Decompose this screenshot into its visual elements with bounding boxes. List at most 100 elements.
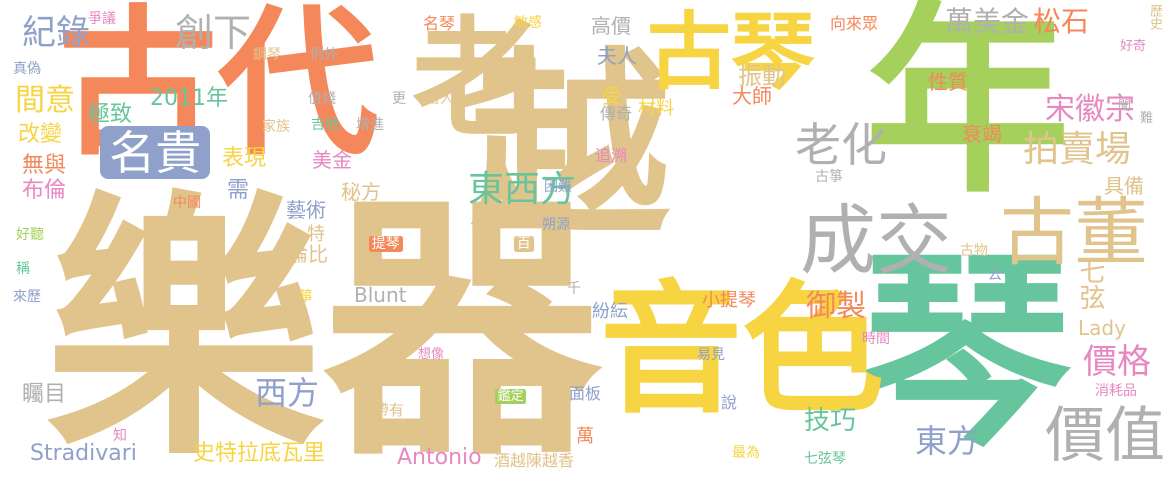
- word-zhui-su: 追溯: [595, 146, 628, 165]
- word-qi-xian: 七弦: [1075, 258, 1105, 310]
- word-yi-jian: 易見: [697, 347, 725, 363]
- word-gu-wu: 古物: [960, 243, 988, 259]
- word-ji-ta: 吉他: [311, 117, 339, 133]
- word-ju-bei: 具備: [1104, 174, 1144, 198]
- word-lao: 老: [412, 5, 541, 154]
- word-gu-ren: 古人: [426, 91, 454, 107]
- word-shi-jian: 時間: [862, 331, 890, 347]
- word-hao-qi: 好奇: [1120, 39, 1147, 54]
- word-zhen-wei: 真偽: [13, 61, 41, 77]
- word-ji-lu: 紀錄: [22, 13, 90, 53]
- word-zheng-yi: 爭議: [88, 11, 116, 27]
- word-lun-bi: 倫比: [288, 242, 328, 266]
- word-gu-dong: 古董: [1000, 190, 1148, 276]
- word-shuo-yuan: 朔源: [542, 217, 570, 233]
- word-shi-te: 史特拉底瓦里: [193, 441, 326, 466]
- word-zui-wei: 最為: [732, 445, 760, 461]
- word-gai-bian: 改變: [18, 122, 63, 147]
- word-gang-qin: 鋼琴: [253, 47, 281, 63]
- word-li-shi: 歷史: [1147, 4, 1162, 30]
- word-qin: 琴: [862, 230, 1073, 475]
- word-nian: 年: [865, 0, 1070, 221]
- word-ji-qiao: 技巧: [804, 406, 857, 436]
- word-song-shi: 松石: [1033, 5, 1090, 38]
- word-stradivari: Stradivari: [30, 441, 137, 466]
- word-zhong-guo: 中國: [173, 195, 201, 211]
- word-qi-xian-qin: 七弦琴: [804, 451, 846, 467]
- word-wu-yu: 無與: [22, 153, 67, 178]
- word-wan: 萬: [576, 426, 594, 447]
- word-kun-nan: 困難: [544, 179, 572, 195]
- word-gu-zheng: 古箏: [815, 169, 843, 185]
- word-xiao-hao-pin: 消耗品: [1095, 383, 1137, 399]
- word-ming-qin: 名琴: [423, 14, 456, 33]
- word-jian-yi: 間意: [15, 83, 75, 118]
- word-chuang-xia: 創下: [175, 11, 252, 55]
- word-wen: 聞: [1118, 99, 1132, 114]
- word-mian-ban: 面板: [569, 384, 602, 403]
- word-geng: 更: [392, 91, 406, 107]
- word-chuan-qi: 傳奇: [600, 104, 633, 123]
- word-zhi: 知: [113, 428, 127, 444]
- word-yun: 云: [988, 267, 1002, 283]
- word-shou: 受: [602, 84, 622, 108]
- word-ming-gui: 名貴: [100, 126, 211, 180]
- word-jiu-yue: 酒越陳越香: [494, 451, 575, 470]
- word-min-gan: 敏感: [514, 15, 542, 31]
- word-da-shi: 大師: [732, 84, 772, 108]
- word-zhen-dong: 振動: [738, 62, 786, 90]
- word-antonio: Antonio: [397, 445, 482, 470]
- word-xing-zhi: 性質: [928, 70, 968, 94]
- word-jia-zhi: 價值: [1045, 401, 1165, 471]
- word-gu-qin: 古琴: [647, 3, 816, 101]
- word-hao-ting: 好聽: [16, 227, 44, 243]
- word-lao-hua: 老化: [795, 118, 887, 172]
- word-dai-you: 帶有: [374, 401, 405, 419]
- word-lady: Lady: [1078, 316, 1126, 340]
- word-wan-mei-jin: 萬美金: [945, 5, 1030, 38]
- word-cheng-jiao: 成交: [800, 196, 952, 285]
- word-dong-fang: 東方: [915, 422, 980, 460]
- word-xiao-ti-qin: 小提琴: [702, 290, 756, 311]
- word-xu: 需: [227, 178, 250, 203]
- word-ti-qin: 提琴: [369, 236, 403, 253]
- word-dong-xi-fang: 東西方: [468, 169, 577, 210]
- word-qian: 千: [567, 281, 581, 297]
- word-lai-li: 來歷: [13, 289, 41, 305]
- word-song-hui-zong: 宋徽宗: [1045, 92, 1135, 127]
- word-xiang-xiang: 想像: [418, 347, 445, 362]
- word-bai: 百: [514, 236, 534, 253]
- word-yue: 越: [470, 31, 671, 264]
- word-yi-shu: 藝術: [286, 198, 326, 222]
- word-jian-ding: 鑑定: [495, 389, 527, 405]
- word-jia-zu: 家族: [262, 119, 290, 135]
- word-li-wai: 例外: [310, 47, 338, 63]
- word-fu-ren: 夫人: [597, 44, 637, 68]
- word-yue-qi: 樂器: [45, 169, 601, 482]
- word-cheng: 稱: [16, 261, 30, 277]
- word-nan: 難: [1140, 111, 1154, 126]
- word-mei-jin: 美金: [312, 148, 352, 172]
- word-fen-yun: 紛紜: [592, 301, 628, 322]
- word-zeng-jin: 增進: [356, 117, 384, 133]
- word-cai-liao: 材料: [638, 98, 674, 119]
- word-jia-ge: 價格: [1083, 342, 1151, 382]
- word-year-2011: 2011年: [150, 86, 228, 111]
- word-gao-jia: 高價: [591, 14, 631, 38]
- word-pai-mai-chang: 拍賣場: [1023, 129, 1132, 170]
- word-te: 特: [307, 224, 325, 245]
- word-xiang-lai-zhong: 向來眾: [830, 14, 879, 33]
- word-xi-fang: 西方: [255, 374, 320, 412]
- word-blunt: Blunt: [354, 283, 407, 307]
- word-zheng-1: 箏: [299, 289, 313, 305]
- word-zhi-qian: 值錢: [308, 91, 336, 107]
- word-yin-se: 音色: [600, 268, 884, 433]
- word-biao-xian: 表現: [222, 146, 267, 171]
- word-ji-zhi: 極致: [88, 102, 133, 127]
- word-mi-fang: 秘方: [341, 180, 381, 204]
- word-yu-zhi: 御製: [806, 289, 866, 324]
- word-zhu-mu: 矚目: [22, 382, 67, 407]
- word-bu-lun: 布倫: [22, 178, 67, 203]
- word-shuo: 說: [721, 393, 738, 412]
